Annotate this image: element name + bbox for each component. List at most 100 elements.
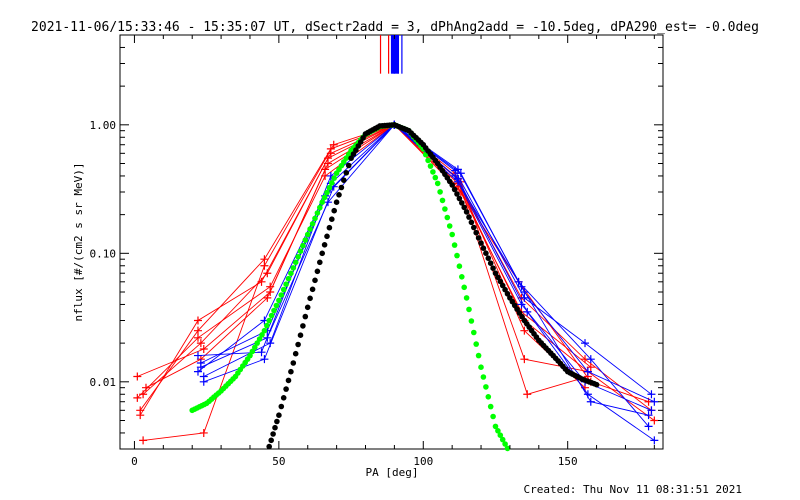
data-point [273,302,280,309]
data-point [459,274,465,280]
data-point [444,214,451,221]
data-point [583,367,592,376]
series-line [137,124,649,403]
data-point [261,327,268,334]
data-point [290,360,297,366]
data-point [647,406,656,415]
data-point [300,242,306,249]
data-point [193,316,202,325]
data-point [317,204,323,211]
data-point [586,397,595,406]
data-point [495,274,501,281]
data-point [324,189,330,196]
data-point [196,339,205,348]
data-point [193,367,202,376]
data-point [357,139,364,145]
data-point [321,194,328,201]
data-point [321,242,328,248]
data-point [324,233,330,240]
data-point [276,412,282,419]
data-point [437,189,443,195]
data-point [263,293,272,302]
data-point [288,270,294,277]
y-axis-label: nflux [#/(cm2 s sr MeV)] [72,163,85,322]
y-tick-label: 0.10 [90,247,117,260]
data-point [348,155,354,161]
data-point [312,215,318,222]
data-point [432,174,439,181]
data-point [333,199,340,205]
data-point [329,216,335,222]
data-point [249,348,256,355]
data-point [292,259,299,266]
data-point [490,265,496,272]
data-point [285,275,292,282]
x-tick-label: 50 [272,455,285,468]
data-point [461,284,468,291]
data-point [497,432,504,439]
data-point [459,200,465,206]
peak-spike-band [390,35,400,74]
data-point [295,341,301,348]
data-point [326,224,333,231]
data-point [280,286,287,293]
data-point [326,149,335,158]
data-point [252,344,258,351]
peak-spikes [379,35,403,74]
data-point [314,210,321,216]
data-point [307,226,313,232]
data-point [471,224,477,231]
data-point [502,286,508,293]
series-4-red [141,120,590,392]
data-point [304,231,311,238]
data-point [492,270,499,277]
data-point [139,436,148,445]
data-point [329,180,335,186]
data-point [307,295,313,302]
data-point [133,393,142,402]
data-point [454,252,460,259]
data-point [446,223,453,229]
data-point [427,163,434,169]
data-point [141,383,150,392]
data-point [254,340,260,346]
series-14-black [266,122,600,450]
series-line [139,124,589,416]
data-point [302,313,309,320]
series-line [143,124,592,441]
data-point [266,443,273,450]
data-point [290,265,297,271]
data-point [463,295,470,301]
data-point [302,237,309,243]
y-tick-label: 0.01 [90,376,117,389]
data-point [473,341,480,347]
x-tick-label: 100 [413,455,433,468]
data-point [331,175,338,181]
data-point [490,413,496,420]
data-point [260,355,269,364]
data-point [454,191,460,197]
data-point [456,263,463,270]
data-point [466,306,472,313]
data-point [517,300,526,309]
data-point [264,322,270,329]
data-point [502,441,508,447]
data-point [523,307,532,316]
data-point [257,348,266,357]
data-point [468,318,475,324]
data-point [280,395,287,401]
data-point [268,437,275,444]
data-point [439,197,446,204]
data-point [520,326,529,335]
data-point [274,418,280,425]
series-line [203,124,649,416]
data-point [468,219,475,226]
data-point [480,245,487,251]
data-point [586,363,595,372]
series-line [142,124,652,411]
data-point [272,424,278,431]
data-point [520,355,529,364]
chart-title: 2021-11-06/15:33:46 - 15:35:07 UT, dSect… [31,20,759,35]
data-point [430,169,436,175]
